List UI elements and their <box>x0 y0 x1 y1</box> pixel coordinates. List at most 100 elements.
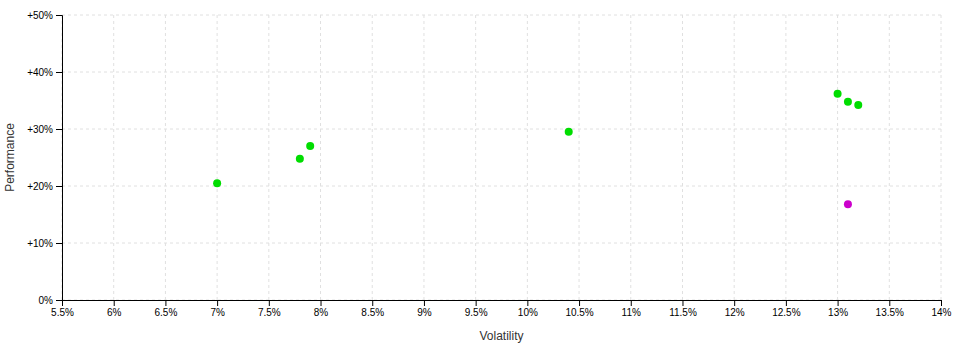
x-tick-label: 5.5% <box>51 307 74 318</box>
y-tick: 0% <box>39 295 62 306</box>
x-tick: 9.5% <box>465 300 488 318</box>
y-tick-label: +10% <box>27 238 53 249</box>
x-tick-mark <box>838 300 839 306</box>
grid-line-y <box>62 72 941 73</box>
x-tick-label: 13.5% <box>876 307 904 318</box>
y-tick-mark <box>56 300 62 301</box>
x-tick-label: 9% <box>417 307 432 318</box>
x-tick: 12% <box>725 300 745 318</box>
x-tick: 8% <box>314 300 329 318</box>
x-tick-mark <box>321 300 322 306</box>
grid-line-y <box>62 243 941 244</box>
point <box>844 98 852 106</box>
y-tick: +50% <box>27 10 62 21</box>
x-tick: 6.5% <box>155 300 178 318</box>
point <box>296 155 304 163</box>
x-tick: 12.5% <box>772 300 800 318</box>
x-tick-label: 13% <box>828 307 848 318</box>
grid-line-x <box>165 15 166 300</box>
x-tick: 7.5% <box>258 300 281 318</box>
y-tick-mark <box>56 72 62 73</box>
y-tick-mark <box>56 186 62 187</box>
grid-line-x <box>372 15 373 300</box>
x-tick: 10% <box>518 300 538 318</box>
grid-line-x <box>527 15 528 300</box>
y-axis-line <box>56 16 63 301</box>
x-tick-mark <box>527 300 528 306</box>
y-axis: 0% +10% +20% +30% +40% +50% <box>27 10 62 306</box>
grid-line-x <box>734 15 735 300</box>
point <box>854 101 862 109</box>
points <box>213 90 862 209</box>
x-tick-label: 12.5% <box>772 307 800 318</box>
grid-line-x <box>475 15 476 300</box>
y-tick-mark <box>56 243 62 244</box>
x-tick: 7% <box>210 300 225 318</box>
x-tick-label: 11% <box>622 307 641 318</box>
y-tick: +30% <box>27 124 62 135</box>
x-tick-label: 12% <box>725 307 745 318</box>
grid-line-y <box>62 129 941 130</box>
y-tick: +40% <box>27 67 62 78</box>
y-tick-label: +40% <box>27 67 53 78</box>
y-tick-label: +50% <box>27 10 53 21</box>
point <box>306 142 314 150</box>
x-tick-mark <box>269 300 270 306</box>
x-tick-label: 10% <box>518 307 538 318</box>
x-tick: 13.5% <box>876 300 904 318</box>
grid-line-x <box>423 15 424 300</box>
point <box>565 128 573 136</box>
x-tick: 11.5% <box>669 300 697 318</box>
x-tick-mark <box>682 300 683 306</box>
y-tick-mark <box>56 15 62 16</box>
grid-line-x <box>630 15 631 300</box>
plot: 5.5% 6% 6.5% 7% 7.5% 8% 8.5% 9% 9.5% 10% 10.5% 11% 1… <box>27 10 951 318</box>
y-tick-label: 0% <box>39 295 54 306</box>
x-axis-line <box>63 301 942 307</box>
x-tick-label: 8% <box>314 307 329 318</box>
point <box>844 200 852 208</box>
y-axis-title: Performance <box>3 123 17 192</box>
x-tick-label: 6% <box>107 307 122 318</box>
grid-line-x <box>941 15 942 300</box>
grid-line-x <box>217 15 218 300</box>
grid-line-x <box>579 15 580 300</box>
x-tick-label: 8.5% <box>361 307 384 318</box>
y-tick-label: +30% <box>27 124 53 135</box>
grid-line-x <box>682 15 683 300</box>
x-tick: 14% <box>931 300 951 318</box>
grid <box>62 15 941 300</box>
grid-line-x <box>785 15 786 300</box>
x-tick-mark <box>889 300 890 306</box>
x-tick-mark <box>424 300 425 306</box>
x-tick: 8.5% <box>361 300 384 318</box>
grid-line-y <box>62 15 941 16</box>
series <box>844 200 852 208</box>
x-tick-label: 10.5% <box>565 307 593 318</box>
grid-line-x <box>268 15 269 300</box>
grid-line-x <box>320 15 321 300</box>
x-tick: 13% <box>828 300 848 318</box>
x-tick: 11% <box>622 300 641 318</box>
x-tick: 5.5% <box>51 300 74 318</box>
grid-line-x <box>837 15 838 300</box>
chart: 5.5% 6% 6.5% 7% 7.5% 8% 8.5% 9% 9.5% 10% 10.5% 11% 1… <box>0 0 966 350</box>
point <box>834 90 842 98</box>
x-tick-mark <box>786 300 787 306</box>
grid-line-x <box>113 15 114 300</box>
x-tick-mark <box>631 300 632 306</box>
x-tick: 10.5% <box>565 300 593 318</box>
point <box>213 179 221 187</box>
x-tick-mark <box>217 300 218 306</box>
x-tick-label: 7.5% <box>258 307 281 318</box>
y-tick: +10% <box>27 238 62 249</box>
y-tick: +20% <box>27 181 62 192</box>
y-tick-label: +20% <box>27 181 53 192</box>
grid-line-y <box>62 186 941 187</box>
x-tick: 6% <box>107 300 122 318</box>
series <box>213 90 862 187</box>
grid-line-x <box>889 15 890 300</box>
x-tick-label: 6.5% <box>155 307 178 318</box>
x-tick-mark <box>579 300 580 306</box>
x-tick: 9% <box>417 300 432 318</box>
